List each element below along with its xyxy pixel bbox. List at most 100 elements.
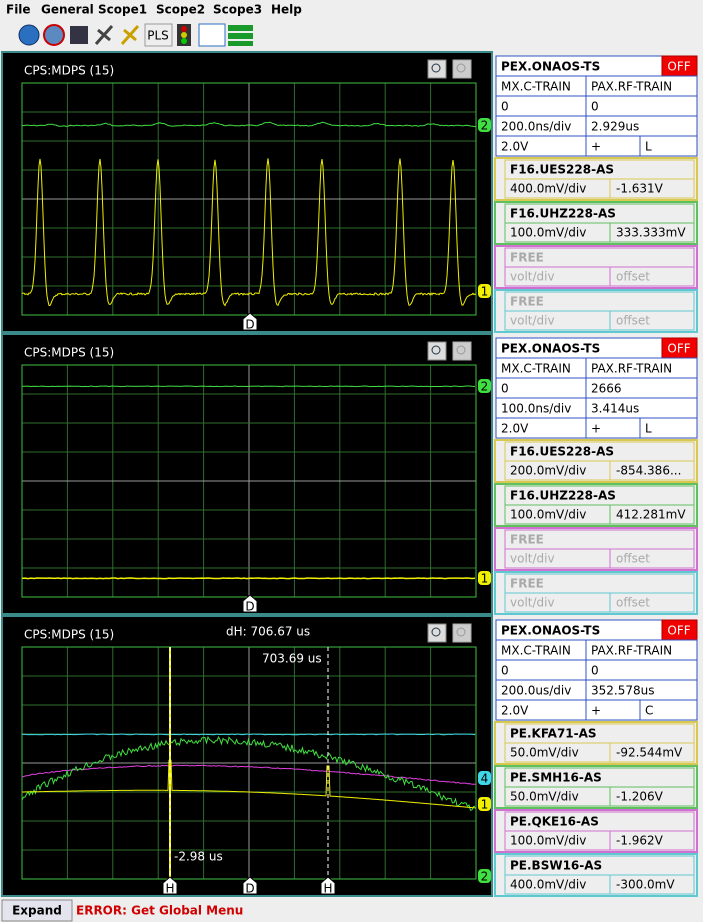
layout-rows-icon (228, 33, 253, 39)
menu-item[interactable]: Scope2 (156, 3, 205, 17)
channel-scale: 200.0mV/div (510, 464, 586, 478)
channel-scale: 50.0mV/div (510, 790, 579, 804)
pls-button[interactable] (144, 23, 173, 47)
channel-marker-label: 2 (481, 870, 489, 884)
zoom-in-button[interactable] (427, 341, 447, 361)
zoom-out-button[interactable] (452, 623, 472, 643)
channel-offset-cell (609, 786, 695, 807)
selector-value-cell (495, 377, 587, 399)
zoom-out-button[interactable] (452, 341, 472, 361)
selector: PAX.RF-TRAIN (591, 362, 672, 376)
channel-marker-label: 1 (481, 798, 489, 812)
plug-active-icon[interactable] (120, 25, 140, 45)
vertical-scale: 2.0V (501, 422, 529, 436)
channel-name: F16.UES228-AS (510, 445, 614, 459)
cursor-label: 703.69 us (262, 652, 322, 666)
scope-panel: CPS:MDPS (15) 2 1 D PEX.ONAOS-TS OFF MX.C-TRAI… (1, 51, 698, 333)
channel-offset-cell (609, 310, 695, 331)
channel-marker-label: 2 (481, 119, 489, 133)
scope-area (1, 615, 493, 897)
channel-marker-label: 4 (481, 772, 489, 786)
scope-panel: CPS:MDPS (15) dH: 706.67 us 703.69 us -2.98… (1, 615, 698, 897)
channel-name: FREE (510, 295, 544, 309)
channel-scale: volt/div (510, 552, 555, 566)
channel-scale: 400.0mV/div (510, 878, 586, 892)
timebase-delay: 352.578us (591, 684, 654, 698)
save-icon[interactable] (70, 26, 88, 44)
zoom-in-icon (431, 63, 441, 73)
channel-marker (478, 869, 491, 883)
plug-icon[interactable] (94, 25, 114, 45)
trigger-marker (242, 876, 258, 895)
zoom-in-icon (431, 627, 441, 637)
channel-offset: offset (616, 314, 650, 328)
timebase-delay: 3.414us (591, 402, 639, 416)
zoom-out-button[interactable] (452, 59, 472, 79)
layout-icon[interactable] (198, 23, 226, 47)
selector-value: 0 (591, 664, 599, 678)
selector-value: 0 (501, 100, 509, 114)
channel-scale: volt/div (510, 270, 555, 284)
zoom-out-icon (456, 627, 466, 637)
scope-panel: CPS:MDPS (15) 2 1 D PEX.ONAOS-TS OFF MX.C-TRAI… (1, 333, 698, 615)
trace (21, 733, 476, 736)
trace (21, 735, 476, 811)
slope: + (591, 140, 601, 154)
channel-offset-cell (609, 222, 695, 243)
scope-title: CPS:MDPS (15) (24, 64, 114, 78)
channel-scale: volt/div (510, 314, 555, 328)
status-message: ERROR: Get Global Menu (76, 904, 243, 918)
stop-icon[interactable] (43, 24, 65, 46)
trace (22, 759, 477, 809)
zoom-in-button[interactable] (427, 623, 447, 643)
menu-item[interactable]: Scope3 (213, 3, 262, 17)
menu-item[interactable]: Help (271, 3, 302, 17)
selector: MX.C-TRAIN (501, 644, 571, 658)
slope: + (591, 704, 601, 718)
menu-item[interactable]: File (6, 3, 31, 17)
selector: MX.C-TRAIN (501, 362, 571, 376)
trigger-marker-label: D (245, 882, 254, 896)
vertical-scale: 2.0V (501, 704, 529, 718)
state-label: OFF (667, 624, 690, 638)
scope-title: CPS:MDPS (15) (24, 346, 114, 360)
channel-scale: volt/div (510, 596, 555, 610)
trigger-marker (162, 876, 178, 895)
trace (21, 764, 477, 785)
layout-rows-icon[interactable] (228, 25, 253, 31)
channel-offset: 333.333mV (616, 226, 686, 240)
globe-icon[interactable] (18, 24, 40, 46)
zoom-out-icon (456, 63, 466, 73)
channel-offset: -1.962V (616, 834, 664, 848)
device-name: PEX.ONAOS-TS (501, 342, 600, 356)
channel-marker-label: 1 (481, 285, 489, 299)
channel-name: PE.SMH16-AS (510, 771, 602, 785)
channel-scale: 100.0mV/div (510, 508, 586, 522)
channel-name: PE.KFA71-AS (510, 727, 597, 741)
channel-marker (478, 118, 491, 132)
trace (21, 158, 477, 307)
coupling-cell (639, 699, 698, 721)
channel-name: PE.BSW16-AS (510, 859, 602, 873)
channel-offset-cell (609, 460, 695, 481)
expand-button[interactable] (1, 899, 73, 922)
channel-offset: offset (616, 596, 650, 610)
channel-offset: -92.544mV (616, 746, 683, 760)
selector-value-cell (585, 659, 698, 681)
vertical-scale: 2.0V (501, 140, 529, 154)
coupling-cell (639, 417, 698, 439)
menu-item[interactable]: Scope1 (98, 3, 147, 17)
timebase-scale: 200.0us/div (501, 684, 571, 698)
zoom-in-icon (431, 345, 441, 355)
selector: MX.C-TRAIN (501, 80, 571, 94)
selector-value-cell (495, 659, 587, 681)
channel-marker (478, 571, 491, 585)
scope-area (1, 51, 493, 333)
menu-item[interactable]: General (41, 3, 94, 17)
selector-value-cell (585, 95, 698, 117)
channel-name: F16.UHZ228-AS (510, 489, 616, 503)
selector-value: 0 (591, 100, 599, 114)
channel-name: FREE (510, 533, 544, 547)
zoom-in-button[interactable] (427, 59, 447, 79)
